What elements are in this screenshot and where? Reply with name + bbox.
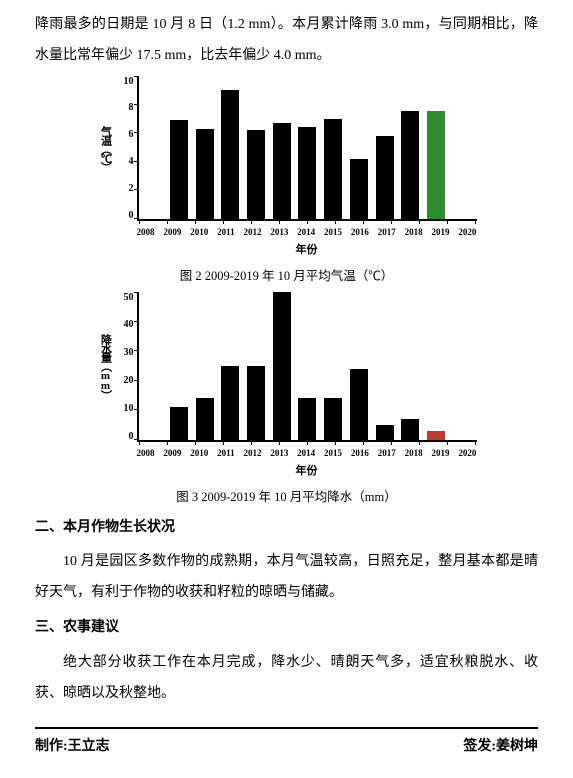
footer-signer: 签发:姜树坤 (463, 735, 538, 755)
opening-paragraph: 降雨最多的日期是 10 月 8 日（1.2 mm）。本月累计降雨 3.0 mm，… (35, 10, 538, 72)
chart2-ylabel: 气温（℃） (97, 76, 115, 221)
chart-bar (247, 130, 265, 219)
chart-precipitation: 降水量（mm） 50403020100 20082009201020112012… (97, 292, 477, 478)
chart-bar (196, 398, 214, 439)
chart-bar (170, 120, 188, 219)
chart2-caption: 图 2 2009-2019 年 10 月平均气温（℃） (35, 265, 538, 284)
chart-bar (350, 369, 368, 440)
chart2-xlabels: 2008200920102011201220132014201520162017… (137, 227, 477, 237)
chart3-xlabels: 2008200920102011201220132014201520162017… (137, 448, 477, 458)
chart-bar (196, 129, 214, 219)
chart-bar (170, 407, 188, 440)
chart-bar (376, 425, 394, 440)
chart-bar (401, 111, 419, 218)
chart3-caption: 图 3 2009-2019 年 10 月平均降水（mm） (35, 486, 538, 505)
chart2-xlabel: 年份 (97, 241, 477, 257)
footer-author: 制作:王立志 (35, 735, 110, 755)
chart-bar (401, 419, 419, 440)
section3-title: 三、农事建议 (35, 613, 538, 644)
chart-bar (298, 127, 316, 219)
section3-body: 绝大部分收获工作在本月完成，降水少、晴朗天气多，适宜秋粮脱水、收获、晾晒以及秋整… (35, 648, 538, 710)
chart-bar (427, 111, 445, 218)
chart3-ylabel: 降水量（mm） (97, 292, 115, 442)
section2-body: 10 月是园区多数作物的成熟期，本月气温较高，日照充足，整月基本都是晴好天气，有… (35, 547, 538, 609)
chart-temperature: 气温（℃） 1086420 20082009201020112012201320… (97, 76, 477, 257)
chart3-xlabel: 年份 (97, 462, 477, 478)
chart-bar (273, 123, 291, 219)
chart-bar (324, 119, 342, 219)
chart-bar (324, 398, 342, 439)
chart-bar (221, 366, 239, 440)
chart-bar (350, 159, 368, 219)
chart-bar (247, 366, 265, 440)
chart-bar (273, 292, 291, 440)
section2-title: 二、本月作物生长状况 (35, 513, 538, 544)
chart-bar (221, 90, 239, 219)
chart-bar (427, 431, 445, 440)
chart-bar (298, 398, 316, 439)
footer: 制作:王立志 签发:姜树坤 (35, 727, 538, 755)
chart-bar (376, 136, 394, 219)
